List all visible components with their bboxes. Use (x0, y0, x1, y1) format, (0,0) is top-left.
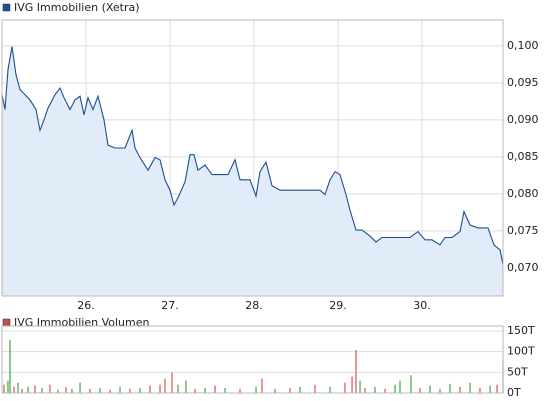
y-tick-label: 0,095 (507, 76, 539, 89)
volume-bar (344, 382, 346, 393)
legend-label: IVG Immobilien Volumen (14, 316, 149, 329)
volume-bar (164, 378, 166, 393)
volume-bar (49, 384, 51, 393)
price-line (1, 46, 504, 266)
volume-bar (255, 386, 257, 393)
x-tick-label: 30. (413, 299, 431, 312)
y-tick-label: 0,100 (507, 39, 539, 52)
volume-bar (65, 387, 67, 393)
x-tick-label: 27. (161, 299, 179, 312)
volume-bar (13, 386, 15, 393)
volume-bar (3, 384, 5, 393)
volume-bar (71, 388, 73, 393)
y-tick-label: 0,090 (507, 113, 539, 126)
volume-bar (214, 385, 216, 393)
volume-bar (359, 380, 361, 393)
y-tick-label: 0T (507, 386, 521, 399)
volume-bar (149, 385, 151, 393)
volume-bar (109, 389, 111, 393)
volume-bar (171, 372, 173, 393)
x-tick-label: 26. (77, 299, 95, 312)
volume-bar (27, 386, 29, 393)
volume-bar (384, 388, 386, 393)
y-tick-label: 150T (507, 324, 535, 337)
volume-bar (351, 376, 353, 393)
volume-bar (439, 388, 441, 393)
volume-bar (9, 340, 11, 393)
legend-swatch (2, 3, 11, 12)
volume-bar (429, 385, 431, 393)
volume-bar (459, 386, 461, 393)
y-tick-label: 100T (507, 345, 535, 358)
x-tick-label: 28. (245, 299, 263, 312)
y-tick-label: 0,080 (507, 187, 539, 200)
volume-bar (469, 382, 471, 393)
volume-bar (364, 388, 366, 393)
plot-frame (1, 325, 504, 394)
y-tick-label: 0,075 (507, 224, 539, 237)
volume-bar (34, 385, 36, 393)
volume-bar (394, 384, 396, 393)
volume-bar (410, 375, 412, 393)
volume-bar (419, 388, 421, 393)
volume-bar (159, 384, 161, 393)
volume-bar (289, 388, 291, 393)
volume-bar (99, 388, 101, 393)
volume-bar (41, 388, 43, 393)
price-area (2, 46, 503, 296)
volume-bar (224, 388, 226, 393)
legend-swatch (2, 318, 11, 327)
volume-bar (314, 384, 316, 393)
volume-bar (204, 388, 206, 393)
plot-frame (1, 19, 504, 297)
volume-bar (139, 388, 141, 393)
volume-bar (489, 385, 491, 393)
volume-bar (185, 380, 187, 393)
y-tick-label: 50T (507, 365, 528, 378)
volume-bar (299, 386, 301, 393)
volume-bar (261, 378, 263, 393)
volume-bar (194, 388, 196, 393)
volume-bar (177, 384, 179, 393)
volume-bar (239, 388, 241, 393)
volume-bar (17, 382, 19, 393)
legend-label: IVG Immobilien (Xetra) (14, 1, 140, 14)
volume-bar (129, 388, 131, 393)
volume-bar (79, 382, 81, 393)
y-tick-label: 0,070 (507, 261, 539, 274)
volume-bar (374, 386, 376, 393)
volume-bar (449, 383, 451, 393)
x-tick-label: 29. (329, 299, 347, 312)
y-tick-label: 0,085 (507, 150, 539, 163)
volume-bar (479, 388, 481, 393)
volume-bar (399, 380, 401, 393)
volume-bar (355, 350, 357, 393)
volume-bar (496, 384, 498, 393)
volume-bar (329, 386, 331, 393)
volume-bar (119, 386, 121, 393)
volume-bar (7, 380, 9, 393)
volume-bar (274, 388, 276, 393)
volume-bar (89, 388, 91, 393)
volume-bar (57, 389, 59, 393)
volume-bar (21, 388, 23, 393)
